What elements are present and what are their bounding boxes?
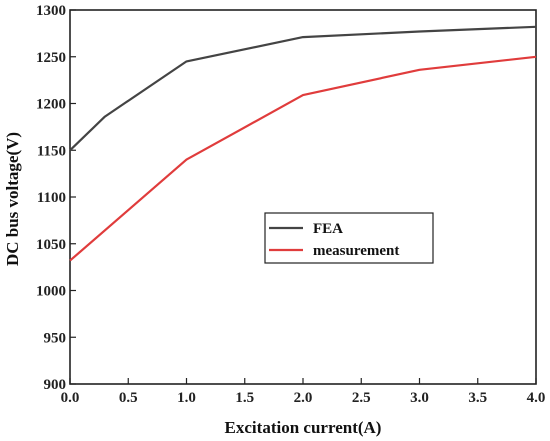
y-tick-label: 1000 <box>36 284 66 300</box>
axis-ticks: 0.0 0.5 1.0 1.5 2.0 2.5 3.0 3.5 4.0 900 950 1000 105… <box>36 3 545 406</box>
legend-box <box>264 212 434 264</box>
x-tick-label: 0.5 <box>119 390 138 406</box>
x-axis-title: Excitation current(A) <box>225 418 382 437</box>
x-tick-label: 3.5 <box>468 390 487 406</box>
plot-frame <box>69 9 537 385</box>
y-tick-label: 1200 <box>36 97 66 113</box>
x-tick-label: 1.5 <box>235 390 254 406</box>
y-tick-label: 1150 <box>37 143 66 159</box>
y-axis-title: DC bus voltage(V) <box>3 132 22 266</box>
x-tick-label: 2.0 <box>294 390 313 406</box>
y-tick-label: 950 <box>44 330 67 346</box>
x-tick-label: 0.0 <box>61 390 80 406</box>
legend: FEA measurement <box>264 212 434 264</box>
series-line-measurement <box>69 55 537 262</box>
legend-label: measurement <box>313 243 399 259</box>
legend-label: FEA <box>313 221 343 237</box>
x-tick-label: 3.0 <box>410 390 429 406</box>
y-tick-label: 1100 <box>37 190 66 206</box>
x-tick-label: 2.5 <box>352 390 371 406</box>
x-tick-label: 1.0 <box>177 390 196 406</box>
data-series <box>69 25 537 262</box>
plot-area <box>69 9 537 385</box>
y-tick-label: 1250 <box>36 50 66 66</box>
y-tick-label: 1050 <box>36 237 66 253</box>
y-tick-label: 1300 <box>36 3 66 19</box>
y-tick-label: 900 <box>44 377 67 393</box>
x-tick-label: 4.0 <box>527 390 546 406</box>
series-line-fea <box>69 25 537 152</box>
